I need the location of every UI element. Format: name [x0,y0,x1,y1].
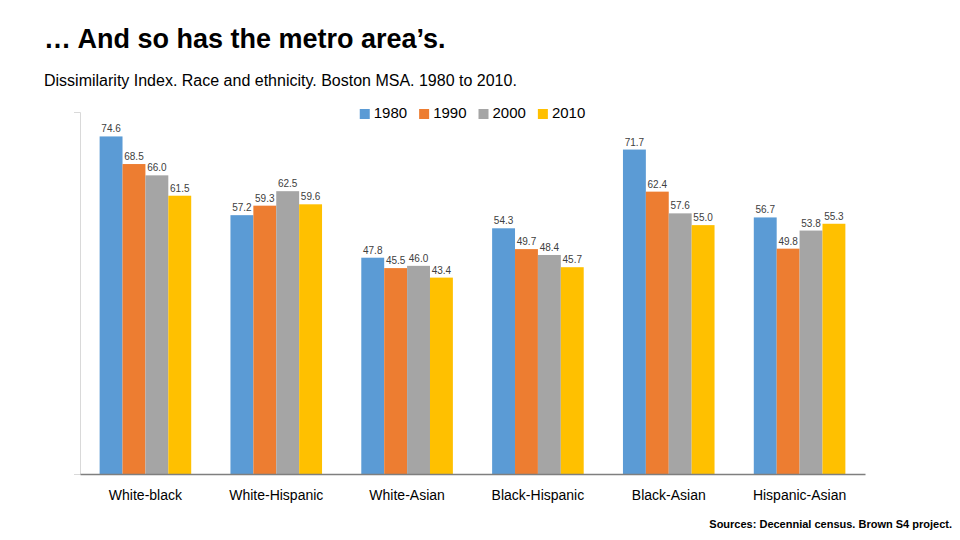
legend-label: 1980 [374,104,407,121]
y-axis [74,113,81,475]
bar [561,267,584,474]
legend-item: 1990 [419,104,466,121]
data-label: 54.3 [494,215,514,226]
legend-label: 2010 [552,104,585,121]
bar [123,164,146,474]
x-tick-label: White-Asian [369,487,444,503]
data-label: 48.4 [540,242,560,253]
x-tick-label: Black-Asian [632,487,706,503]
bar [361,258,384,474]
data-label: 55.0 [693,212,713,223]
data-label: 62.5 [278,178,298,189]
subtitle: Dissimilarity Index. Race and ethnicity.… [44,72,517,89]
data-label: 43.4 [432,265,452,276]
legend-swatch [360,109,370,119]
x-tick-label: Black-Hispanic [492,487,585,503]
x-tick-label: White-black [109,487,183,503]
bar [538,255,561,474]
data-label: 68.5 [124,151,144,162]
x-tick: White-Asian [369,474,444,503]
data-label: 66.0 [147,162,167,173]
bar [100,136,123,474]
legend: 1980 1990 2000 2010 [360,104,586,121]
x-tick-label: White-Hispanic [229,487,323,503]
bar [754,217,777,474]
data-label: 59.3 [255,193,275,204]
bar [800,231,823,474]
data-label: 47.8 [363,245,383,256]
bar [253,206,276,474]
bar [299,204,322,474]
legend-item: 2000 [479,104,526,121]
data-label: 62.4 [648,179,668,190]
data-label: 59.6 [301,191,321,202]
legend-swatch [538,109,548,119]
plot: 74.6 57.2 47.8 54.3 71.7 56.7 68.5 59.3 45.5 49.7… [74,113,866,503]
chart: … And so has the metro area’s. Dissimilar… [0,0,960,540]
data-labels: 74.6 57.2 47.8 54.3 71.7 56.7 68.5 59.3 45.5 49.7… [101,123,844,275]
bar [822,224,845,474]
data-label: 55.3 [824,211,844,222]
bar [623,150,646,474]
title: … And so has the metro area’s. [44,24,446,54]
bar [515,249,538,474]
legend-swatch [479,109,489,119]
source: Sources: Decennial census. Brown S4 proj… [709,518,952,530]
legend-label: 1990 [433,104,466,121]
bar [407,266,430,474]
bar [145,175,168,474]
data-label: 57.6 [670,200,690,211]
data-label: 45.5 [386,255,406,266]
y-axis-line [74,113,81,475]
x-tick: Hispanic-Asian [753,474,846,503]
data-label: 49.7 [517,236,537,247]
bar [646,192,669,474]
bar [777,249,800,474]
legend-item: 2010 [538,104,585,121]
data-label: 74.6 [101,123,121,134]
series-bars [168,196,845,474]
data-label: 56.7 [756,204,776,215]
bars [100,136,846,474]
x-tick: White-Hispanic [229,474,323,503]
data-label: 71.7 [625,137,645,148]
data-label: 57.2 [232,202,252,213]
series-bars [123,164,800,474]
series-bars [100,136,777,474]
legend-label: 2000 [493,104,526,121]
x-tick: White-black [109,474,183,503]
bar [692,225,715,474]
legend-item: 1980 [360,104,407,121]
data-label: 46.0 [409,253,429,264]
bar [669,213,692,474]
x-tick: Black-Hispanic [492,474,585,503]
bar [230,215,253,474]
x-axis-line [81,474,866,476]
data-label: 45.7 [563,254,583,265]
bar [276,191,299,474]
legend-swatch [419,109,429,119]
series-bars [145,175,822,474]
data-label: 49.8 [778,236,798,247]
bar [168,196,191,474]
bar [492,228,515,474]
x-axis: White-black White-Hispanic White-Asian Blac… [81,474,866,503]
x-tick-label: Hispanic-Asian [753,487,846,503]
bar [384,268,407,474]
bar [430,278,453,474]
data-label: 53.8 [801,218,821,229]
data-label: 61.5 [170,183,190,194]
x-tick: Black-Asian [632,474,706,503]
